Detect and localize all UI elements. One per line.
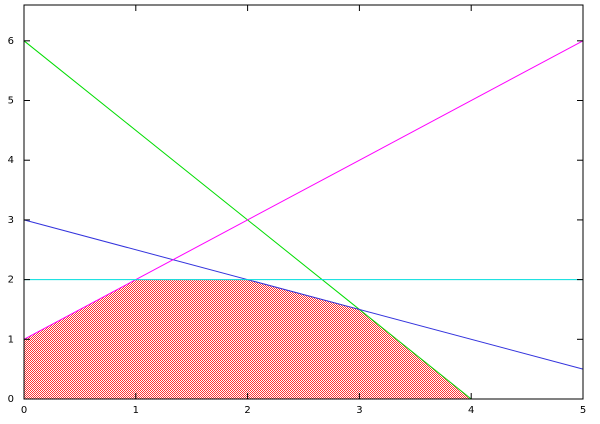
x-tick-label: 5 — [580, 405, 586, 416]
y-tick-label: 0 — [8, 394, 14, 405]
y-tick-label: 2 — [8, 275, 14, 286]
line — [23, 40, 584, 340]
feasible-region — [23, 279, 472, 400]
x-tick-label: 0 — [21, 405, 27, 416]
y-tick-label: 4 — [8, 155, 14, 166]
line — [23, 219, 584, 370]
y-tick-label: 6 — [8, 36, 14, 47]
y-tick-label: 5 — [8, 96, 14, 107]
x-tick-label: 2 — [244, 405, 250, 416]
y-tick-label: 3 — [8, 215, 14, 226]
plot-frame — [23, 4, 584, 400]
x-tick-label: 3 — [356, 405, 362, 416]
x-tick-label: 4 — [468, 405, 474, 416]
x-tick-label: 1 — [133, 405, 139, 416]
y-tick-label: 1 — [8, 334, 14, 345]
